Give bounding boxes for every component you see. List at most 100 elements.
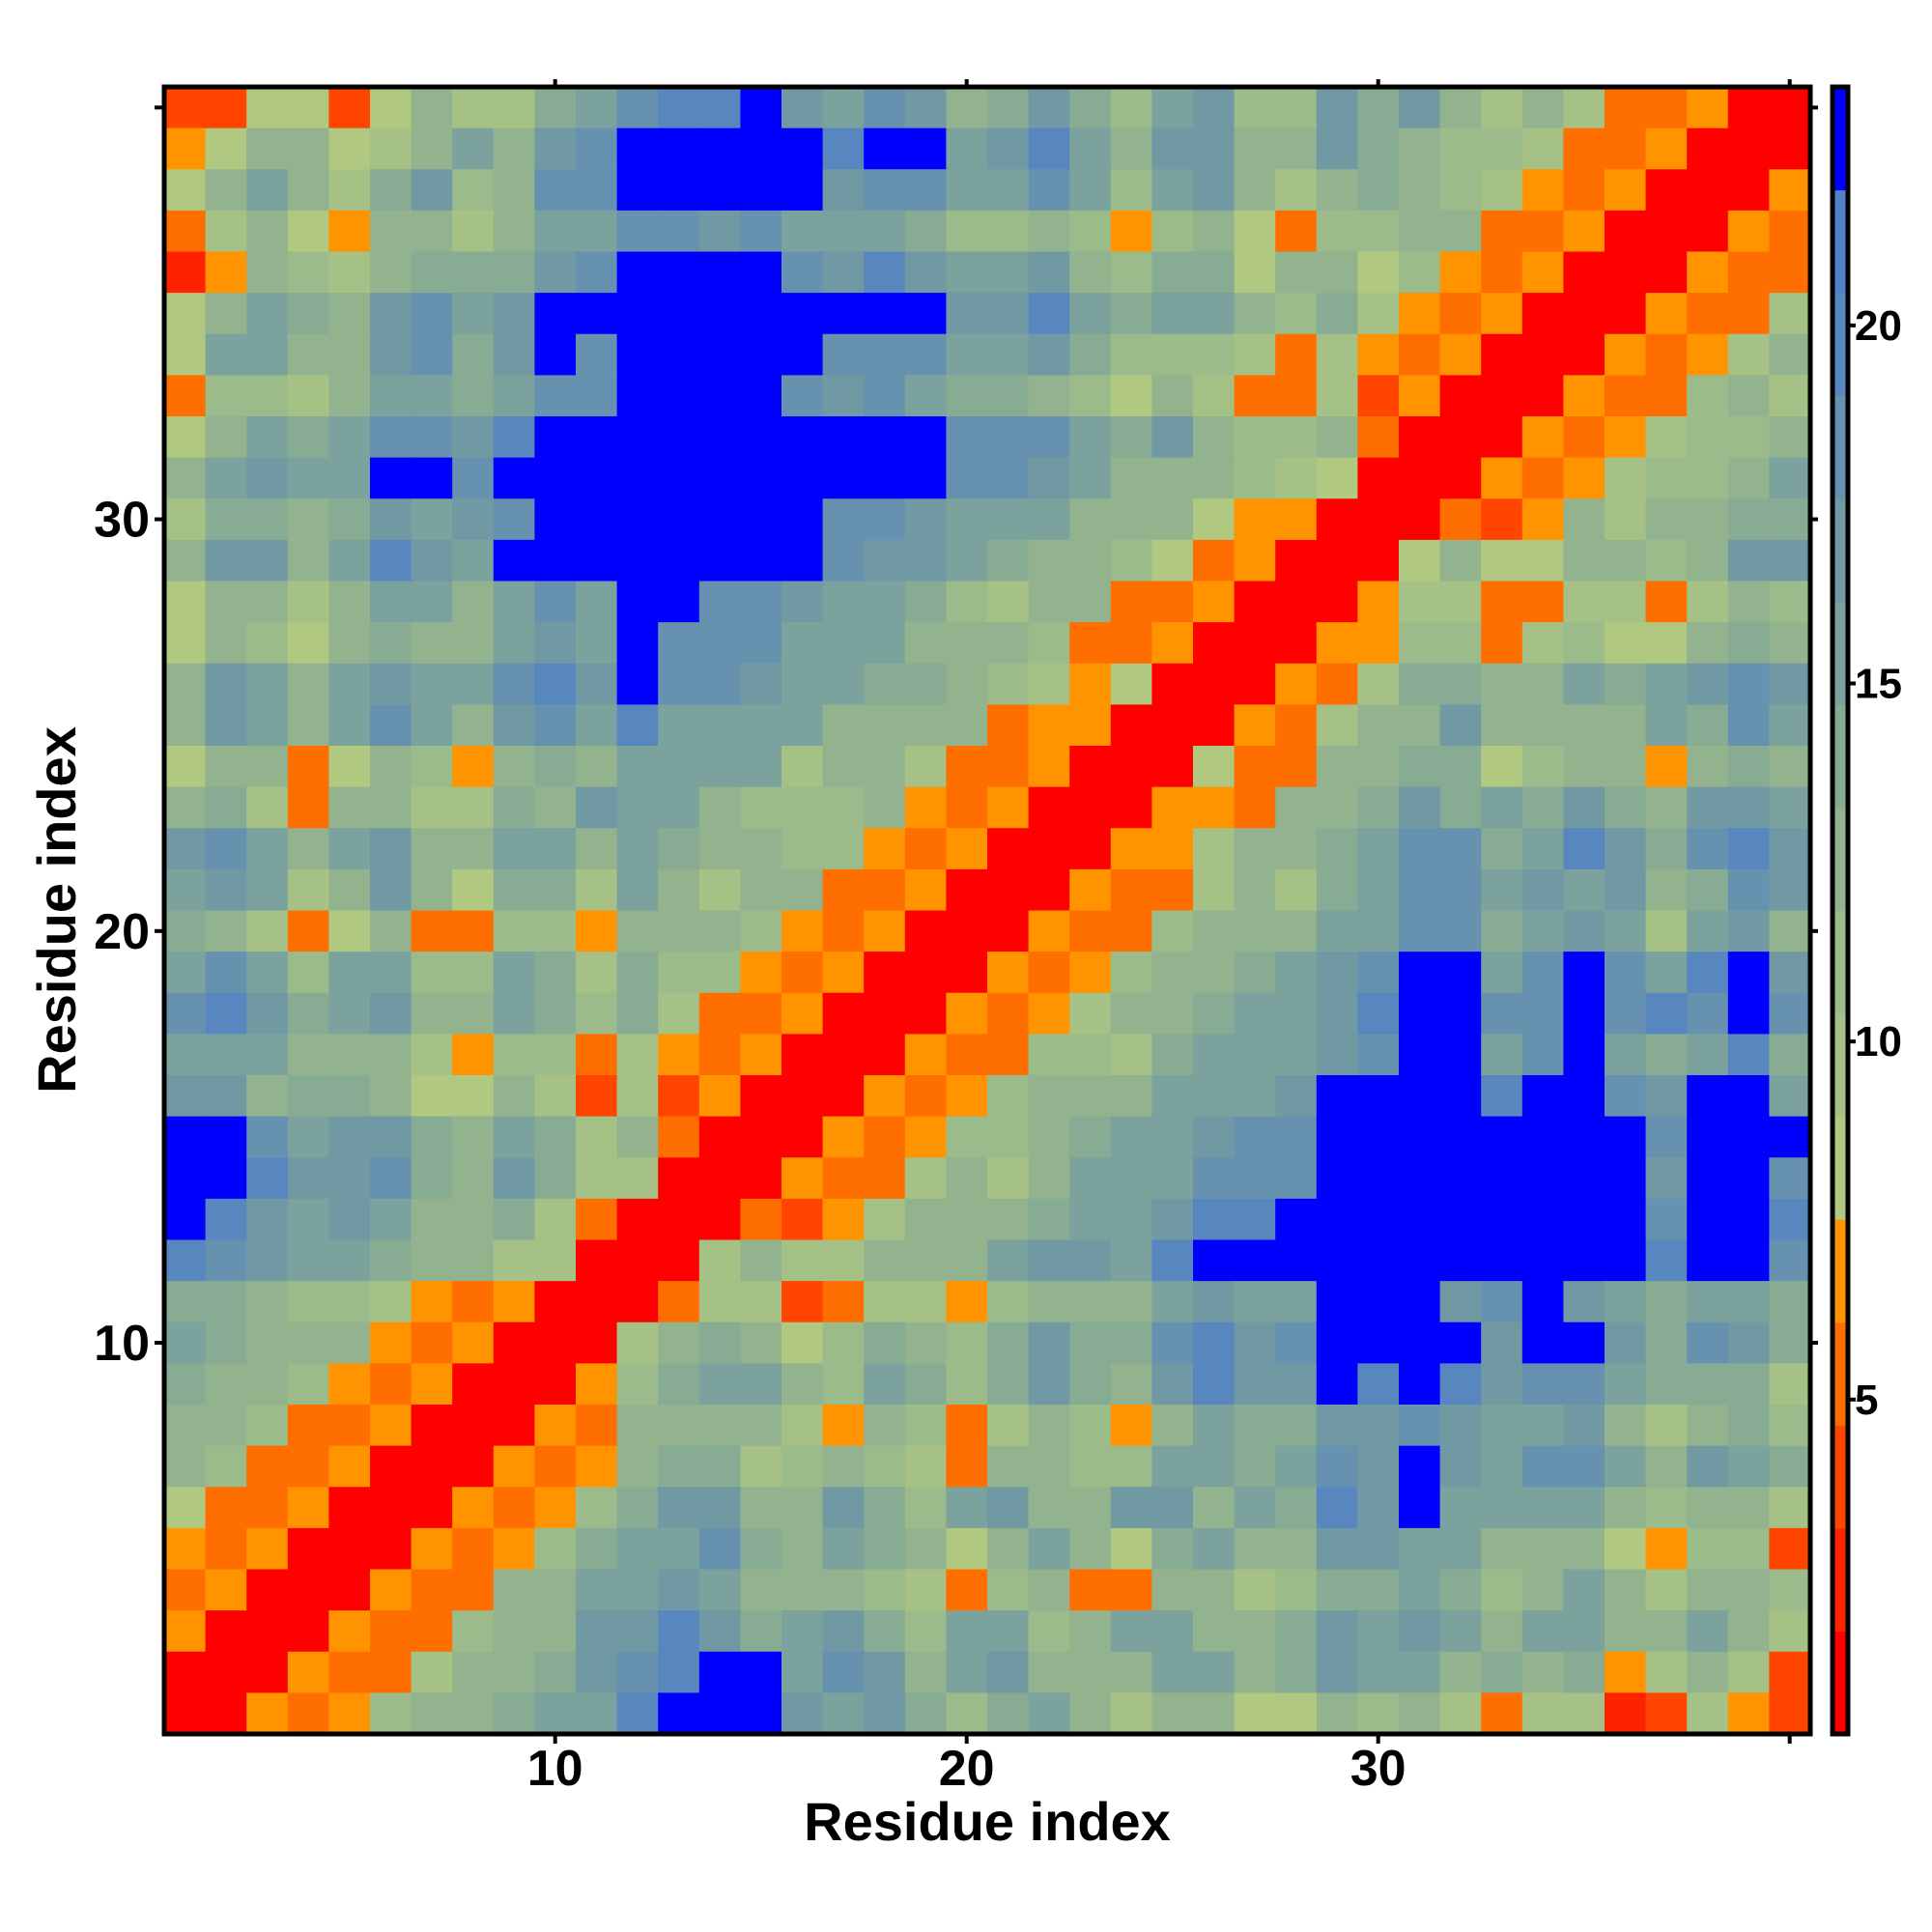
heatmap-cell <box>822 992 865 1035</box>
heatmap-cell <box>1069 1445 1112 1488</box>
heatmap-cell <box>904 293 947 335</box>
heatmap-cell <box>287 1198 329 1241</box>
heatmap-cell <box>493 1198 535 1241</box>
heatmap-cell <box>740 910 782 952</box>
heatmap-cell <box>740 210 782 253</box>
heatmap-cell <box>987 1321 1030 1364</box>
heatmap-cell <box>1687 457 1729 499</box>
heatmap-cell <box>1563 1527 1605 1571</box>
heatmap-cell <box>822 1198 865 1241</box>
heatmap-cell <box>864 1157 906 1200</box>
heatmap-cell <box>1481 1198 1523 1241</box>
heatmap-cell <box>946 1445 988 1488</box>
heatmap-cell <box>1151 1116 1194 1158</box>
heatmap-cell <box>658 498 700 541</box>
heatmap-cell <box>1357 868 1400 912</box>
heatmap-cell <box>1521 416 1564 459</box>
heatmap-cell <box>1727 1527 1770 1571</box>
heatmap-cell <box>1316 1321 1358 1364</box>
heatmap-cell <box>616 1610 659 1653</box>
heatmap-cell <box>1275 1487 1318 1529</box>
heatmap-cell <box>1357 622 1400 665</box>
heatmap-cell <box>164 457 207 499</box>
heatmap-cell <box>328 1363 371 1406</box>
heatmap-cell <box>616 457 659 499</box>
heatmap-cell <box>246 1363 289 1406</box>
colorbar-bin <box>1833 1321 1848 1426</box>
x-tick-label: 30 <box>1350 1741 1406 1797</box>
heatmap-cell <box>1769 1651 1811 1693</box>
heatmap-cell <box>698 1527 741 1571</box>
heatmap-cell <box>411 87 453 129</box>
heatmap-cell <box>781 1487 824 1529</box>
heatmap-cell <box>370 581 412 623</box>
heatmap-cell <box>1687 416 1729 459</box>
heatmap-cell <box>1399 457 1441 499</box>
heatmap-cell <box>534 992 577 1035</box>
heatmap-cell <box>534 1116 577 1158</box>
heatmap-cell <box>1234 663 1276 705</box>
heatmap-cell <box>1069 293 1112 335</box>
heatmap-cell <box>1687 1527 1729 1571</box>
heatmap-cell <box>576 1034 618 1076</box>
heatmap-cell <box>1687 1116 1729 1158</box>
heatmap-cell <box>287 539 329 582</box>
heatmap-cell <box>904 1116 947 1158</box>
heatmap-cell <box>1357 992 1400 1035</box>
heatmap-cell <box>1234 746 1276 788</box>
heatmap-cell <box>576 746 618 788</box>
heatmap-cell <box>1357 169 1400 212</box>
heatmap-cell <box>164 210 207 253</box>
heatmap-cell <box>452 786 495 829</box>
heatmap-cell <box>576 704 618 747</box>
heatmap-cell <box>411 1075 453 1118</box>
heatmap-cell <box>1563 992 1605 1035</box>
heatmap-cell <box>246 868 289 912</box>
heatmap-cell <box>246 169 289 212</box>
heatmap-cell <box>370 169 412 212</box>
heatmap-cell <box>1563 87 1605 129</box>
heatmap-cell <box>411 1610 453 1653</box>
heatmap-cell <box>1234 952 1276 994</box>
heatmap-cell <box>616 1405 659 1447</box>
heatmap-cell <box>328 1445 371 1488</box>
heatmap-cell <box>658 1157 700 1200</box>
heatmap-cell <box>1234 868 1276 912</box>
heatmap-cell <box>1563 828 1605 870</box>
heatmap-cell <box>1110 169 1152 212</box>
heatmap-cell <box>1110 786 1152 829</box>
heatmap-cell <box>1151 786 1194 829</box>
heatmap-cell <box>1521 1651 1564 1693</box>
heatmap-cell <box>1234 457 1276 499</box>
heatmap-cell <box>534 169 577 212</box>
heatmap-cell <box>1110 457 1152 499</box>
heatmap-cell <box>1687 663 1729 705</box>
heatmap-cell <box>246 1157 289 1200</box>
heatmap-cell <box>328 1157 371 1200</box>
heatmap-cell <box>1645 1075 1688 1118</box>
heatmap-cell <box>946 1239 988 1282</box>
heatmap-cell <box>1234 1487 1276 1529</box>
heatmap-cell <box>1193 1157 1236 1200</box>
heatmap-cell <box>452 457 495 499</box>
heatmap-cell <box>1481 1445 1523 1488</box>
heatmap-cell <box>864 1198 906 1241</box>
heatmap-cell <box>493 128 535 170</box>
heatmap-cell <box>1069 210 1112 253</box>
heatmap-cell <box>1151 663 1194 705</box>
heatmap-cell <box>164 87 207 129</box>
colorbar-bin <box>1833 1527 1848 1632</box>
heatmap-cell <box>164 992 207 1035</box>
heatmap-cell <box>287 416 329 459</box>
heatmap-cell <box>1275 581 1318 623</box>
heatmap-cell <box>987 663 1030 705</box>
heatmap-cell <box>452 1034 495 1076</box>
heatmap-cell <box>781 375 824 417</box>
heatmap-cell <box>822 375 865 417</box>
heatmap-cell <box>411 457 453 499</box>
heatmap-cell <box>1151 992 1194 1035</box>
heatmap-cell <box>1275 1405 1318 1447</box>
heatmap-cell <box>1645 868 1688 912</box>
heatmap-cell <box>1727 498 1770 541</box>
heatmap-cell <box>658 952 700 994</box>
